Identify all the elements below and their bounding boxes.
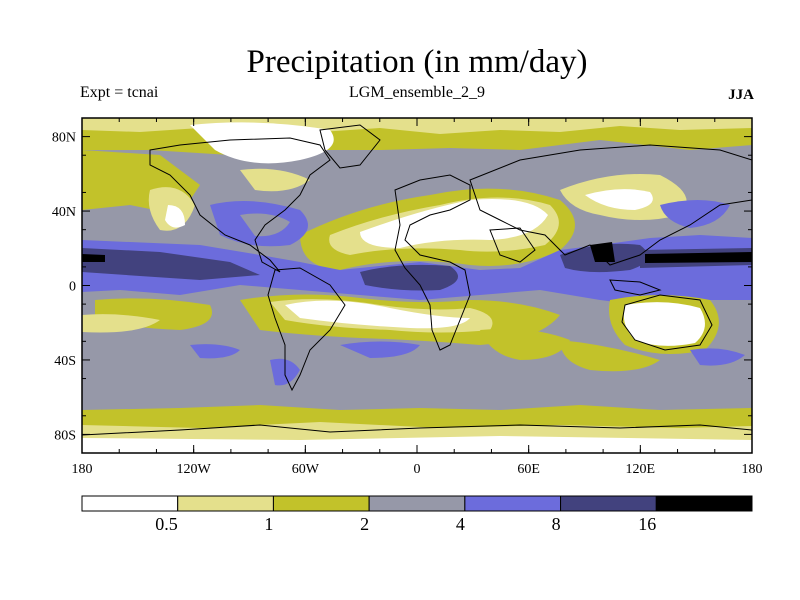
lat-tick-label: 40S xyxy=(54,354,76,369)
coastlines xyxy=(82,124,752,436)
colorbar-swatch xyxy=(272,495,370,512)
lon-tick-label: 180 xyxy=(72,462,93,477)
colorbar-label: 0.5 xyxy=(155,514,178,534)
colorbar-swatch xyxy=(464,495,562,512)
colorbar-label: 16 xyxy=(638,514,656,534)
colorbar-label: 8 xyxy=(552,514,561,534)
lat-tick-label: 0 xyxy=(69,280,76,295)
colorbar-label: 4 xyxy=(456,514,465,534)
map-title: Precipitation (in mm/day) xyxy=(246,44,588,80)
colorbar-swatch xyxy=(368,495,466,512)
axis-ticks: 180 120W 60W 0 60E 120E 180 80N 40N 0 40S 80S xyxy=(52,117,763,477)
precipitation-field xyxy=(82,118,752,453)
lon-tick-label: 60E xyxy=(517,462,540,477)
lat-tick-label: 40N xyxy=(52,205,76,220)
lat-tick-label: 80N xyxy=(52,131,76,146)
lon-tick-label: 120E xyxy=(626,462,656,477)
lon-tick-label: 180 xyxy=(742,462,763,477)
colorbar: 0.5 1 2 4 8 16 xyxy=(81,495,753,534)
colorbar-label: 2 xyxy=(360,514,369,534)
ensemble-label: LGM_ensemble_2_9 xyxy=(349,84,485,101)
season-label: JJA xyxy=(728,87,754,103)
colorbar-swatch xyxy=(560,495,657,512)
lat-tick-label: 80S xyxy=(54,428,76,443)
colorbar-swatch xyxy=(177,495,274,512)
experiment-label: Expt = tcnai xyxy=(80,84,159,101)
lon-tick-label: 0 xyxy=(414,462,421,477)
colorbar-swatch xyxy=(81,495,179,512)
colorbar-label: 1 xyxy=(264,514,273,534)
lon-tick-label: 120W xyxy=(177,462,212,477)
lon-tick-label: 60W xyxy=(292,462,320,477)
colorbar-swatch xyxy=(655,495,753,512)
